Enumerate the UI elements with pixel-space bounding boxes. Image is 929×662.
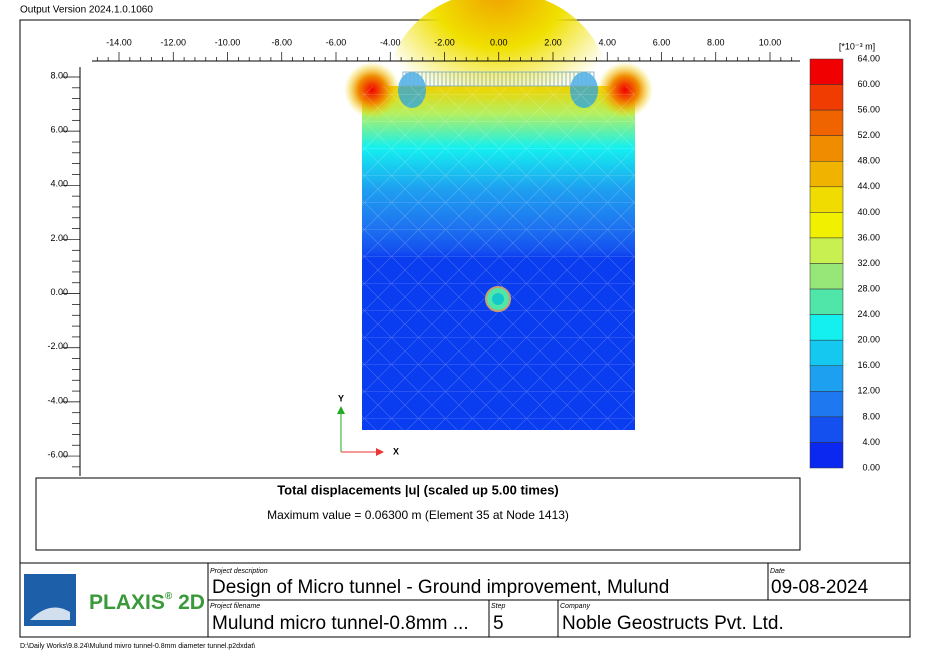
legend-label: 4.00 bbox=[862, 437, 880, 447]
legend-label: 28.00 bbox=[857, 283, 880, 293]
legend-label: 60.00 bbox=[857, 79, 880, 89]
field-value: 5 bbox=[493, 613, 504, 634]
legend-label: 44.00 bbox=[857, 181, 880, 191]
legend-swatch bbox=[809, 442, 844, 469]
x-tick-label: 4.00 bbox=[598, 37, 616, 47]
x-tick-label: -2.00 bbox=[434, 37, 455, 47]
x-tick-label: 10.00 bbox=[759, 37, 782, 47]
x-tick-label: -12.00 bbox=[160, 37, 186, 47]
field-label: Date bbox=[770, 568, 785, 575]
file-path: D:\Daily Works\9.8.24\Mulund mivro tunne… bbox=[20, 643, 255, 650]
legend-label: 48.00 bbox=[857, 156, 880, 166]
legend-swatch bbox=[809, 288, 844, 315]
arrow bbox=[376, 448, 384, 456]
legend-label: 36.00 bbox=[857, 232, 880, 242]
legend-label: 56.00 bbox=[857, 105, 880, 115]
logo-wave bbox=[30, 607, 70, 620]
caption-box bbox=[35, 477, 801, 551]
y-tick-label: 0.00 bbox=[50, 287, 68, 297]
logo-name: PLAXIS bbox=[89, 591, 165, 614]
legend-swatch bbox=[809, 314, 844, 341]
version: Output Version 2024.1.0.1060 bbox=[20, 5, 153, 16]
mesh bbox=[362, 86, 635, 430]
field-value: Mulund micro tunnel-0.8mm ... bbox=[212, 613, 469, 634]
x-tick-label: -4.00 bbox=[380, 37, 401, 47]
logo-text: PLAXIS® 2D bbox=[89, 591, 205, 614]
x-tick-label: 8.00 bbox=[707, 37, 725, 47]
field-label: Step bbox=[491, 603, 506, 610]
x-tick-label: -14.00 bbox=[106, 37, 132, 47]
legend-swatch bbox=[809, 237, 844, 264]
legend-label: 64.00 bbox=[857, 53, 880, 63]
legend-label: 8.00 bbox=[862, 411, 880, 421]
legend-label: 0.00 bbox=[862, 462, 880, 472]
legend-swatch bbox=[809, 58, 844, 85]
load bbox=[402, 71, 595, 87]
field-label: Company bbox=[560, 603, 590, 610]
y-tick-label: -6.00 bbox=[47, 449, 68, 459]
legend-unit: [*10⁻³ m] bbox=[839, 41, 875, 51]
x-tick-label: -6.00 bbox=[326, 37, 347, 47]
legend-swatch bbox=[809, 365, 844, 392]
legend-swatch bbox=[809, 135, 844, 162]
field-value: Noble Geostructs Pvt. Ltd. bbox=[562, 613, 784, 634]
legend-swatch bbox=[809, 339, 844, 366]
legend-label: 12.00 bbox=[857, 386, 880, 396]
legend-swatch bbox=[809, 161, 844, 188]
logo-sup: ® bbox=[165, 591, 173, 602]
y-tick-label: 8.00 bbox=[50, 70, 68, 80]
tunnel-core bbox=[492, 293, 504, 305]
x-tick-label: 2.00 bbox=[544, 37, 562, 47]
legend-label: 40.00 bbox=[857, 207, 880, 217]
axis-icon-label: Y bbox=[338, 393, 344, 403]
legend-label: 16.00 bbox=[857, 360, 880, 370]
x-tick-label: -8.00 bbox=[271, 37, 292, 47]
x-tick-label: 6.00 bbox=[653, 37, 671, 47]
field-label: Project description bbox=[210, 568, 268, 575]
y-tick-label: 4.00 bbox=[50, 179, 68, 189]
logo-suffix: 2D bbox=[172, 591, 205, 614]
caption-subtitle: Maximum value = 0.06300 m (Element 35 at… bbox=[267, 508, 569, 522]
y-tick-label: 2.00 bbox=[50, 233, 68, 243]
legend-swatch bbox=[809, 186, 844, 213]
x-tick-label: -10.00 bbox=[215, 37, 241, 47]
title-block bbox=[20, 562, 910, 637]
legend-label: 52.00 bbox=[857, 130, 880, 140]
field-value: Design of Micro tunnel - Ground improvem… bbox=[212, 577, 669, 598]
axis-icon-label: X bbox=[393, 446, 399, 456]
arrow bbox=[337, 406, 345, 414]
legend-label: 24.00 bbox=[857, 309, 880, 319]
y-tick-label: -2.00 bbox=[47, 341, 68, 351]
y-tick-label: -4.00 bbox=[47, 395, 68, 405]
legend-swatch bbox=[809, 263, 844, 290]
x-tick-label: 0.00 bbox=[490, 37, 508, 47]
y-tick-label: 6.00 bbox=[50, 125, 68, 135]
field-label: Project filename bbox=[210, 603, 260, 610]
field-value: 09-08-2024 bbox=[771, 577, 869, 598]
legend-swatch bbox=[809, 109, 844, 136]
legend-swatch bbox=[809, 391, 844, 418]
legend-swatch bbox=[809, 212, 844, 239]
legend-swatch bbox=[809, 416, 844, 443]
legend-label: 32.00 bbox=[857, 258, 880, 268]
legend-swatch bbox=[809, 84, 844, 111]
legend-label: 20.00 bbox=[857, 335, 880, 345]
caption-title: Total displacements |u| (scaled up 5.00 … bbox=[277, 482, 559, 497]
